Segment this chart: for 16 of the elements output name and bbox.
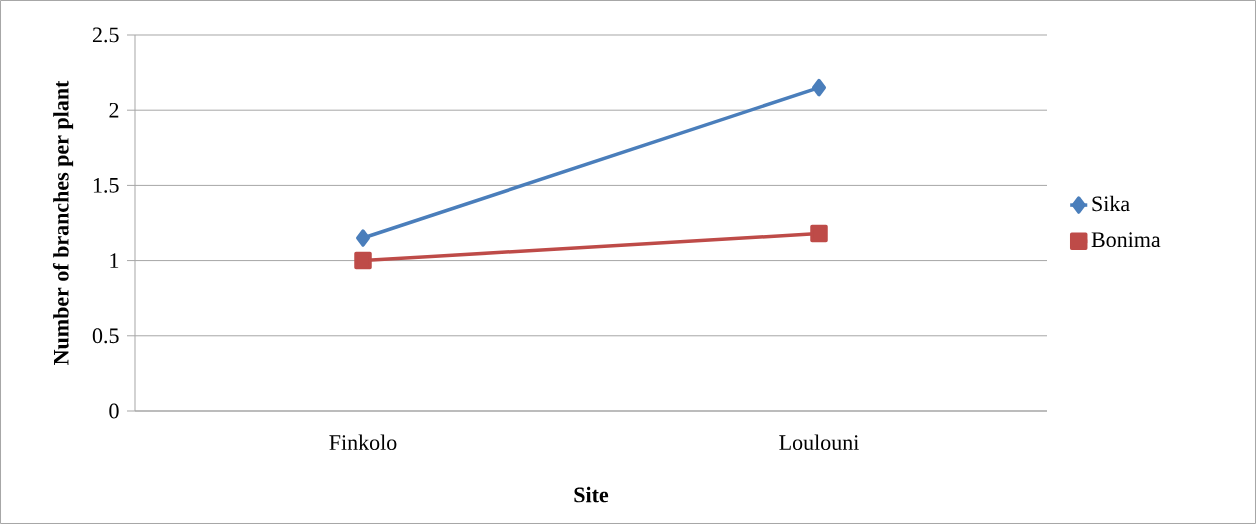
point [810, 224, 828, 243]
point [354, 251, 372, 270]
y-tick-label: 2.5 [92, 27, 119, 43]
y-axis-title: Number of branches per plant [52, 80, 74, 365]
y-tick-label: 0.5 [92, 328, 119, 344]
point [812, 78, 826, 97]
x-tick-label: Finkolo [329, 434, 397, 450]
x-axis-title: Site [574, 486, 609, 503]
y-tick-label: 0 [109, 403, 119, 419]
legend-label: Bonima [1091, 232, 1161, 248]
y-tick-label: 1 [110, 253, 119, 268]
x-tick-label: Loulouni [779, 434, 859, 450]
y-tick-label: 2 [109, 102, 119, 118]
y-tick-label: 1.5 [93, 177, 119, 193]
legend-label: Sika [1092, 195, 1130, 212]
point [356, 229, 371, 247]
